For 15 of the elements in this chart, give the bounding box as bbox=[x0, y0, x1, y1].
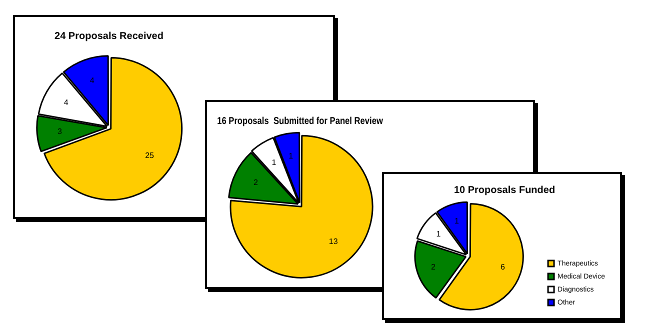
chart-title: 16 Proposals Submitted for Panel Review bbox=[217, 115, 384, 126]
chart-title: 10 Proposals Funded bbox=[454, 184, 556, 196]
data-label: 6 bbox=[500, 262, 506, 272]
data-label: 2 bbox=[253, 178, 258, 188]
data-label: 3 bbox=[57, 127, 62, 136]
data-label: 4 bbox=[64, 98, 69, 107]
data-label: 13 bbox=[328, 236, 338, 246]
data-label: 1 bbox=[288, 152, 294, 161]
data-label: 1 bbox=[454, 216, 460, 226]
data-label: 4 bbox=[90, 76, 95, 86]
chart-title: 24 Proposals Received bbox=[54, 30, 164, 42]
data-label: 1 bbox=[272, 158, 277, 168]
data-label: 2 bbox=[431, 262, 436, 272]
data-label: 1 bbox=[436, 230, 442, 239]
data-label: 25 bbox=[145, 151, 155, 160]
